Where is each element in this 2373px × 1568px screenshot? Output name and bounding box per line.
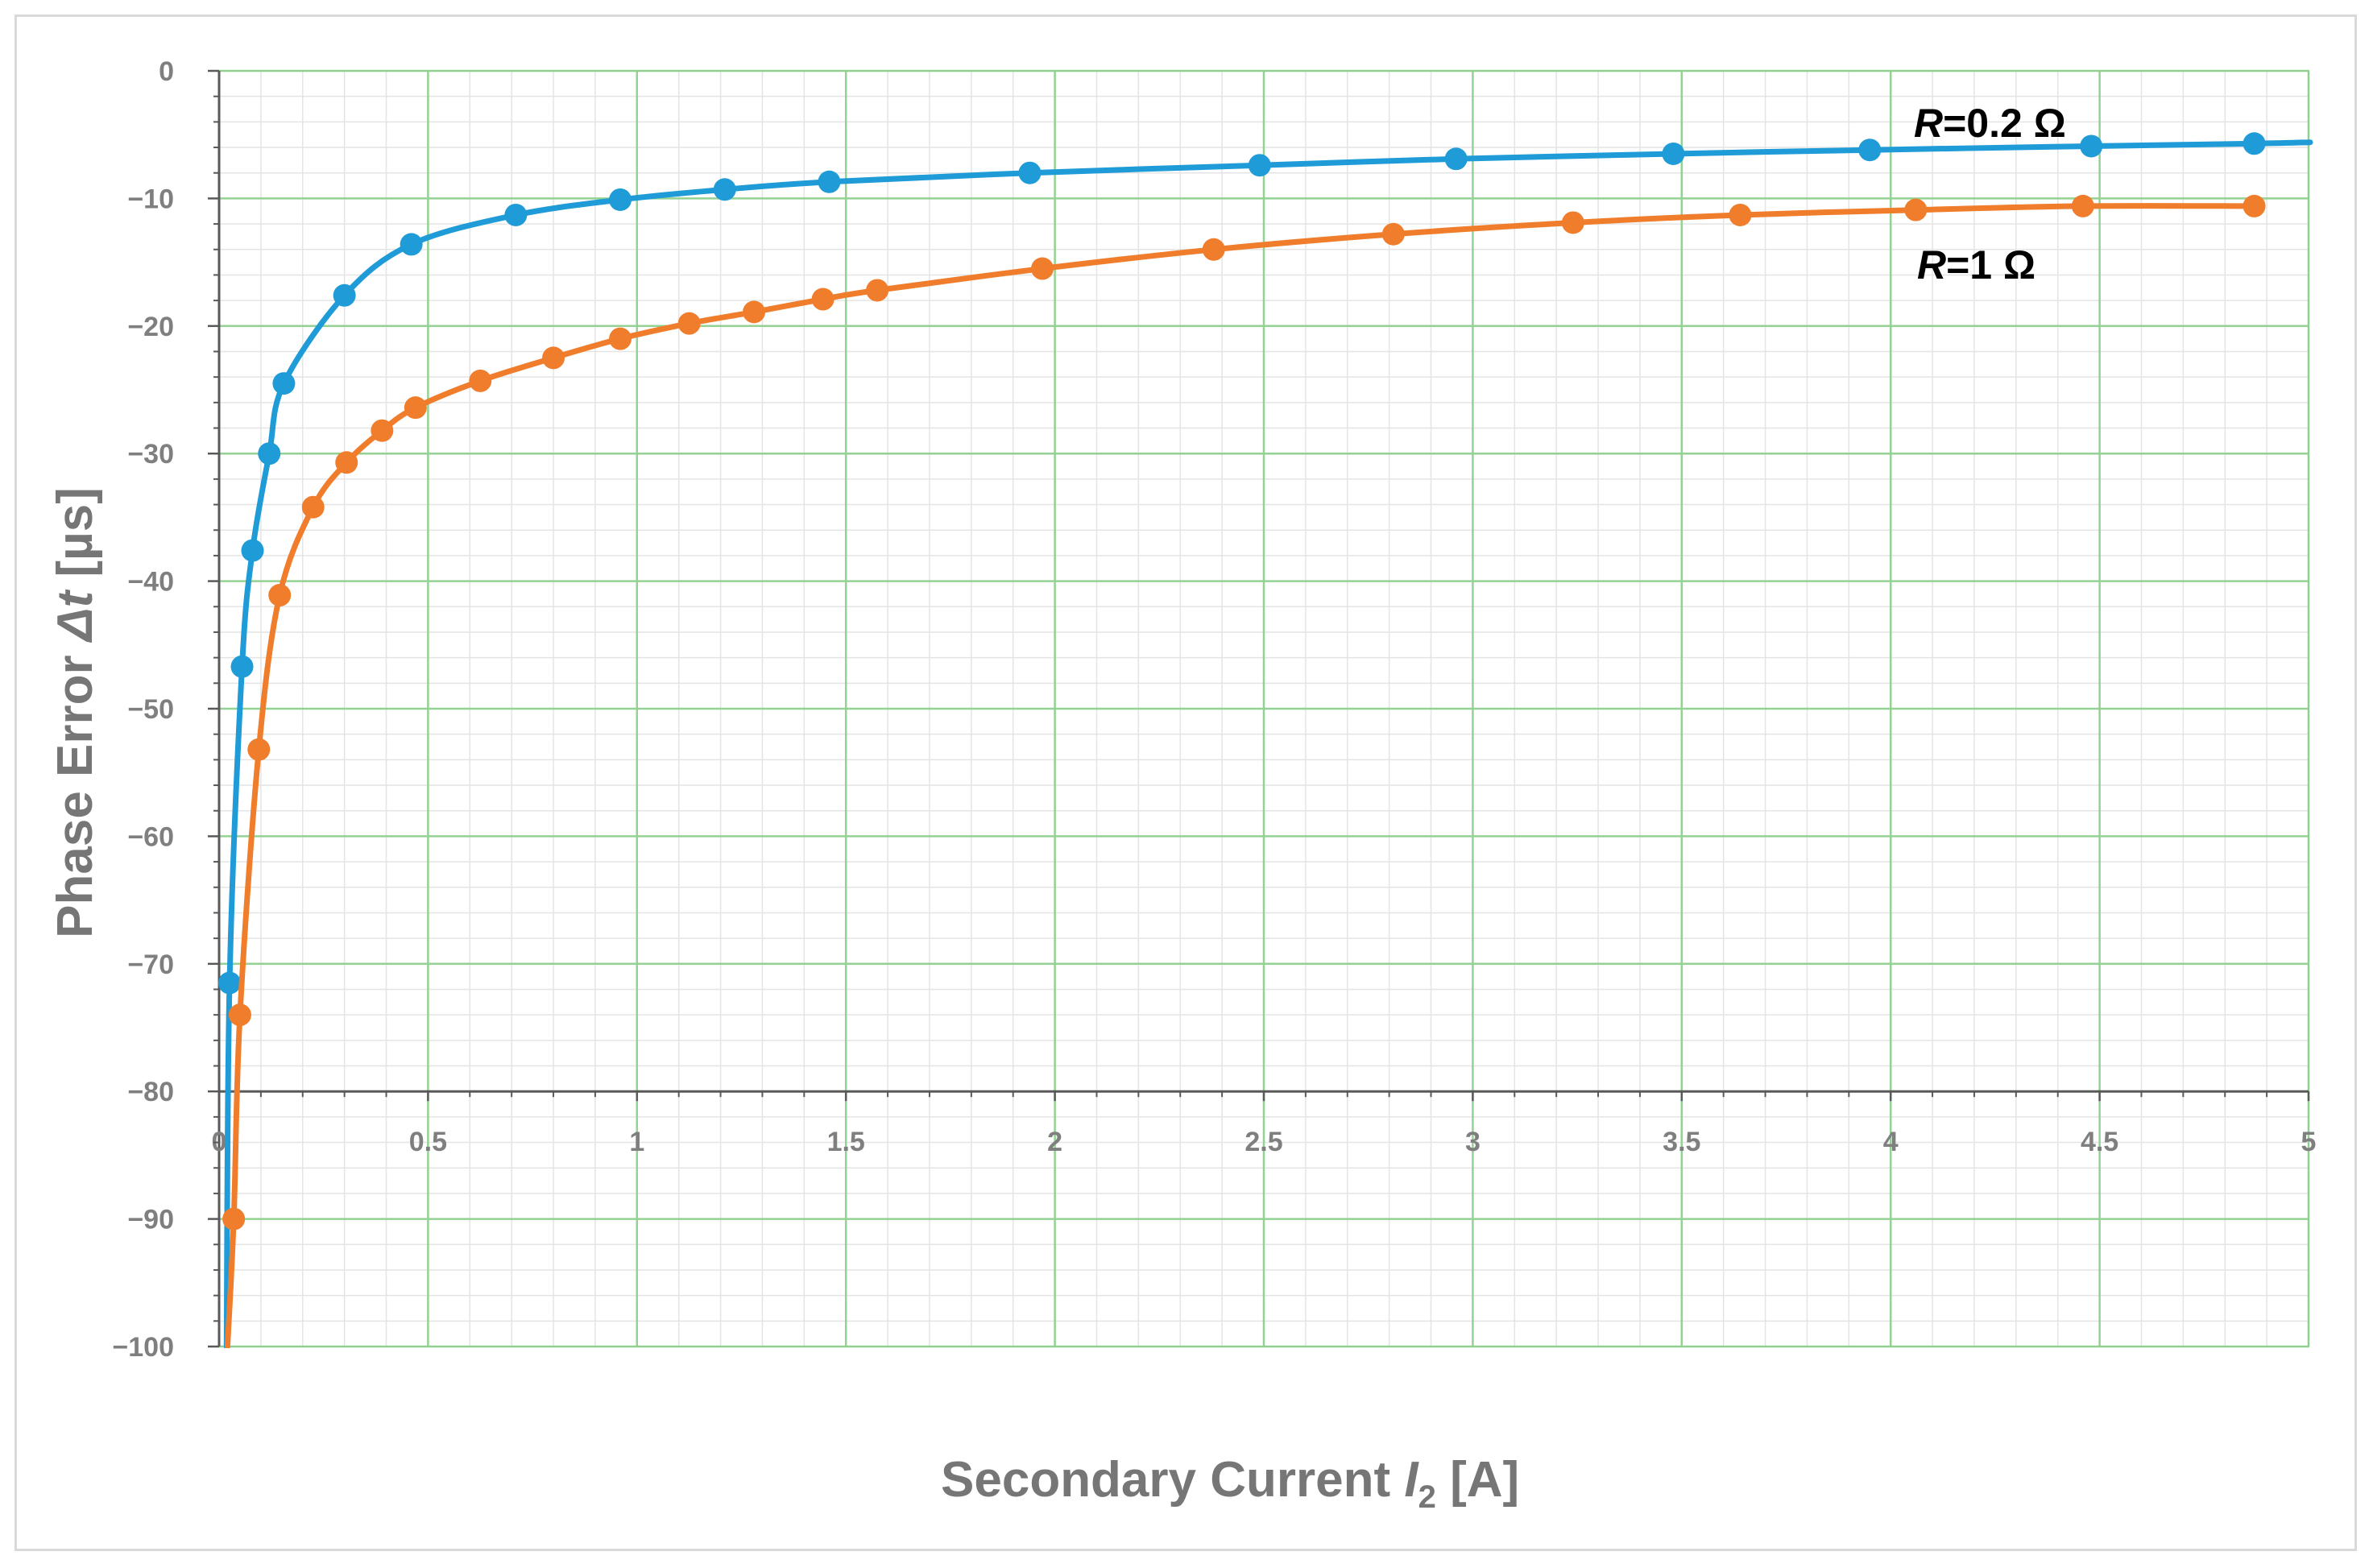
data-point	[371, 419, 394, 442]
series-label-var: R	[1917, 242, 1946, 288]
data-point	[609, 188, 632, 211]
y-tick-label: −70	[127, 949, 174, 980]
data-point	[258, 442, 281, 465]
data-point	[866, 279, 889, 302]
y-axis-title-var: Δt	[48, 590, 103, 643]
data-point	[222, 1207, 246, 1231]
data-point	[333, 283, 356, 307]
data-point	[2243, 194, 2266, 217]
data-point	[818, 170, 841, 193]
data-point	[811, 288, 834, 311]
y-tick-label: −50	[127, 694, 174, 725]
y-axis-title: Phase Error Δt [µs]	[48, 487, 103, 938]
data-point	[400, 233, 423, 256]
data-point	[542, 346, 565, 370]
x-axis-title: Secondary Current I2 [A]	[941, 1452, 1519, 1515]
data-point	[1729, 203, 1752, 226]
y-tick-label: −10	[127, 184, 174, 214]
data-point	[1381, 222, 1405, 246]
data-point	[404, 396, 427, 420]
data-point	[247, 738, 271, 761]
data-point	[1858, 139, 1882, 162]
data-point	[1561, 211, 1584, 234]
data-point	[677, 312, 701, 335]
data-point	[743, 300, 766, 324]
y-tick-label: −80	[127, 1077, 174, 1107]
y-tick-label: −60	[127, 821, 174, 852]
series-label-r-1: R=1 Ω	[1917, 242, 2035, 288]
data-point	[228, 1003, 251, 1027]
data-point	[1248, 154, 1271, 177]
y-tick-label: 0	[159, 56, 174, 87]
series-layer	[217, 132, 2313, 1348]
data-point	[230, 655, 254, 678]
x-tick-label: 1.5	[827, 1127, 865, 1157]
y-axis-ticks: 0 −10 −20 −30 −40 −50 −60 −70 −80 −90 −100	[112, 56, 219, 1363]
series-1	[222, 194, 2266, 1348]
y-tick-label: −100	[112, 1332, 174, 1363]
x-tick-label: 2.5	[1244, 1127, 1282, 1157]
major-grid	[217, 69, 2310, 1348]
data-point	[1904, 198, 1928, 221]
data-point	[217, 971, 241, 995]
x-tick-label: 1	[629, 1127, 644, 1157]
x-axis-title-unit: [A]	[1436, 1452, 1519, 1508]
data-point	[1031, 257, 1054, 280]
data-point	[335, 451, 358, 474]
x-axis-title-sub: 2	[1418, 1479, 1436, 1515]
series-line	[223, 139, 2313, 1348]
data-point	[469, 369, 492, 392]
series-label-var: R	[1914, 101, 1943, 146]
data-point	[504, 203, 528, 226]
series-0	[217, 132, 2313, 1348]
data-point	[1444, 147, 1468, 171]
series-label-rest: =1 Ω	[1946, 242, 2035, 288]
y-axis-title-prefix: Phase Error	[48, 641, 103, 938]
x-tick-label: 4.5	[2081, 1127, 2118, 1157]
series-label-r-0-2: R=0.2 Ω	[1914, 101, 2066, 146]
x-tick-label: 0.5	[409, 1127, 447, 1157]
x-tick-label: 3	[1465, 1127, 1481, 1157]
x-tick-label: 2	[1047, 1127, 1062, 1157]
data-point	[713, 178, 736, 201]
x-tick-label: 3.5	[1663, 1127, 1700, 1157]
data-point	[2243, 132, 2266, 155]
data-point	[272, 372, 296, 395]
y-tick-label: −40	[127, 567, 174, 598]
data-point	[609, 327, 632, 350]
y-tick-label: −30	[127, 439, 174, 470]
data-point	[1202, 238, 1225, 261]
y-tick-label: −90	[127, 1205, 174, 1235]
data-point	[1018, 161, 1042, 184]
series-label-rest: =0.2 Ω	[1943, 101, 2066, 146]
data-point	[241, 539, 264, 562]
x-axis-title-prefix: Secondary Current	[941, 1452, 1404, 1508]
y-axis-title-unit: [µs]	[48, 487, 103, 591]
x-axis-title-var: I	[1404, 1452, 1419, 1508]
data-point	[1662, 142, 1685, 165]
data-point	[301, 495, 325, 519]
y-tick-label: −20	[127, 312, 174, 342]
x-axis-ticks: 0 0.5 1 1.5 2 2.5 3 3.5 4 4.5 5	[212, 1091, 2317, 1157]
data-point	[2071, 194, 2094, 217]
x-tick-label: 5	[2301, 1127, 2317, 1157]
data-point	[2080, 134, 2103, 158]
x-tick-label: 4	[1883, 1127, 1899, 1157]
data-point	[268, 584, 292, 607]
